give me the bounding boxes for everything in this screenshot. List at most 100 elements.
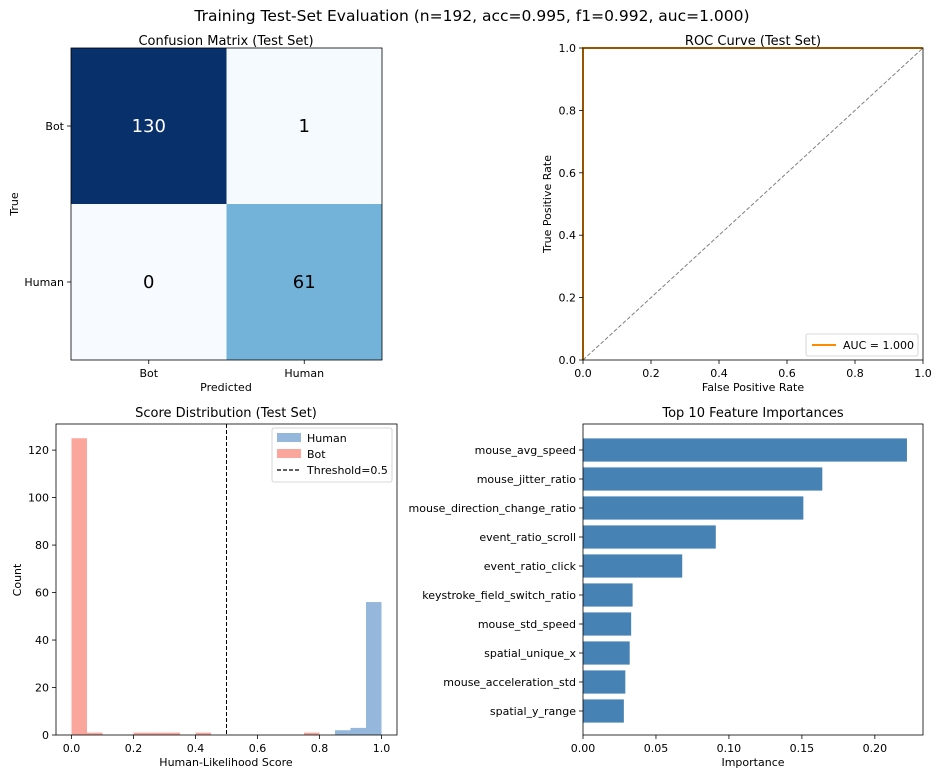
confusion-matrix-title: Confusion Matrix (Test Set) xyxy=(138,34,313,49)
roc-xtick-label: 0.2 xyxy=(642,367,660,380)
hist-ytick-label: 20 xyxy=(35,682,49,695)
fi-ytick-label: event_ratio_click xyxy=(484,560,577,573)
score-legend-threshold-label: Threshold=0.5 xyxy=(306,464,388,477)
feature-bar xyxy=(583,583,633,607)
cm-cell xyxy=(71,48,227,204)
score-distribution-frame xyxy=(55,423,398,736)
score-distribution-ylabel: Count xyxy=(11,563,24,596)
feature-importance-frame xyxy=(582,423,924,736)
roc-legend-label: AUC = 1.000 xyxy=(843,339,914,352)
cm-cell xyxy=(71,204,227,360)
hist-xtick-label: 0.2 xyxy=(125,742,143,755)
cm-ytick-label: Bot xyxy=(45,120,64,133)
feature-importance-xlabel: Importance xyxy=(721,756,784,769)
cm-cell xyxy=(226,48,382,204)
fi-xtick-label: 0.00 xyxy=(571,742,596,755)
hist-bar-bot xyxy=(195,732,211,735)
feature-bar xyxy=(583,467,823,491)
feature-bar xyxy=(583,438,907,462)
feature-bar xyxy=(583,699,624,723)
fi-xtick-label: 0.20 xyxy=(863,742,888,755)
roc-xtick-label: 0.0 xyxy=(574,367,592,380)
confusion-matrix-cells: 130 1 0 61 xyxy=(71,48,382,360)
feature-bar xyxy=(583,670,626,694)
cm-cell-value: 130 xyxy=(132,116,166,137)
fi-ytick-label: spatial_unique_x xyxy=(484,647,576,660)
hist-bar-bot xyxy=(87,732,103,735)
confusion-matrix-ticks: Bot Human Bot Human xyxy=(24,120,324,380)
roc-chance-line xyxy=(582,47,924,361)
figure-title: Training Test-Set Evaluation (n=192, acc… xyxy=(193,7,749,25)
feature-bar xyxy=(583,641,630,665)
confusion-matrix-panel: Confusion Matrix (Test Set) 130 1 0 61 Bot H… xyxy=(8,34,383,394)
hist-bar-human xyxy=(350,727,366,735)
fi-ytick-label: mouse_avg_speed xyxy=(475,444,576,457)
fi-ytick-label: mouse_std_speed xyxy=(478,618,576,631)
feature-bar xyxy=(583,525,716,549)
fi-xtick-label: 0.15 xyxy=(790,742,815,755)
confusion-matrix-xlabel: Predicted xyxy=(200,381,252,394)
hist-xtick-label: 1.0 xyxy=(373,742,391,755)
roc-curve-title: ROC Curve (Test Set) xyxy=(685,34,821,49)
roc-curve-panel: ROC Curve (Test Set) 0.0 0.2 0.4 0.6 0.8 1.00… xyxy=(541,34,932,394)
fi-xtick-label: 0.10 xyxy=(717,742,742,755)
roc-curve-frame xyxy=(582,47,924,361)
score-distribution-legend: Human Bot Threshold=0.5 xyxy=(271,427,393,483)
fi-ytick-label: mouse_direction_change_ratio xyxy=(409,502,577,515)
roc-ytick-label: 0.6 xyxy=(559,167,577,180)
roc-xtick-label: 1.0 xyxy=(914,367,932,380)
roc-ytick-label: 0.2 xyxy=(559,292,577,305)
hist-xtick-label: 0.4 xyxy=(187,742,205,755)
roc-curve-ticks: 0.0 0.2 0.4 0.6 0.8 1.0 0.0 0.2 0.4 0.6 0.8 1.0 xyxy=(559,42,932,380)
hist-bar-bot xyxy=(164,732,180,735)
score-legend-box xyxy=(271,427,393,483)
cm-cell-value: 0 xyxy=(143,272,154,293)
hist-ytick-label: 80 xyxy=(35,539,49,552)
feature-bar xyxy=(583,612,632,636)
feature-importance-plot xyxy=(583,438,907,723)
feature-bar xyxy=(583,554,683,578)
roc-xtick-label: 0.8 xyxy=(846,367,864,380)
roc-ytick-label: 0.4 xyxy=(559,229,577,242)
score-distribution-xlabel: Human-Likelihood Score xyxy=(159,756,293,769)
confusion-matrix-ylabel: True xyxy=(8,192,21,217)
roc-xtick-label: 0.6 xyxy=(778,367,796,380)
fi-ytick-label: mouse_acceleration_std xyxy=(443,676,576,689)
feature-bar xyxy=(583,496,804,520)
score-legend-human-label: Human xyxy=(307,432,347,445)
hist-bar-human xyxy=(335,730,351,735)
roc-ytick-label: 0.8 xyxy=(559,104,577,117)
feature-importance-ticks: mouse_avg_speed mouse_jitter_ratio mouse_d… xyxy=(409,444,888,755)
hist-xtick-label: 0.8 xyxy=(311,742,329,755)
hist-bar-bot xyxy=(133,732,149,735)
roc-legend-box xyxy=(805,333,919,357)
hist-bar-bot xyxy=(71,438,87,735)
fi-ytick-label: spatial_y_range xyxy=(490,705,576,718)
score-distribution-ticks: 0.0 0.2 0.4 0.6 0.8 1.0 0 20 40 60 80 100 120 xyxy=(28,444,390,755)
fi-ytick-label: keystroke_field_switch_ratio xyxy=(422,589,576,602)
fi-xtick-label: 0.05 xyxy=(644,742,669,755)
confusion-matrix-frame xyxy=(70,47,383,361)
cm-cell-value: 61 xyxy=(293,272,316,293)
fi-ytick-label: event_ratio_scroll xyxy=(479,531,576,544)
cm-xtick-label: Bot xyxy=(139,367,158,380)
hist-ytick-label: 40 xyxy=(35,634,49,647)
score-legend-bot-swatch xyxy=(277,449,301,458)
hist-ytick-label: 0 xyxy=(42,729,49,742)
roc-ytick-label: 1.0 xyxy=(559,42,577,55)
roc-xtick-label: 0.4 xyxy=(710,367,728,380)
hist-bar-bot xyxy=(149,732,165,735)
score-distribution-title: Score Distribution (Test Set) xyxy=(135,406,317,421)
cm-cell-value: 1 xyxy=(299,116,310,137)
hist-ytick-label: 60 xyxy=(35,587,49,600)
cm-ytick-label: Human xyxy=(24,276,64,289)
score-legend-bot-label: Bot xyxy=(307,448,326,461)
cm-xtick-label: Human xyxy=(284,367,324,380)
feature-importance-title: Top 10 Feature Importances xyxy=(661,406,843,421)
score-legend-human-swatch xyxy=(277,433,301,442)
hist-ytick-label: 100 xyxy=(28,492,49,505)
score-distribution-plot xyxy=(71,424,382,735)
hist-xtick-label: 0.0 xyxy=(63,742,81,755)
roc-ytick-label: 0.0 xyxy=(559,354,577,367)
